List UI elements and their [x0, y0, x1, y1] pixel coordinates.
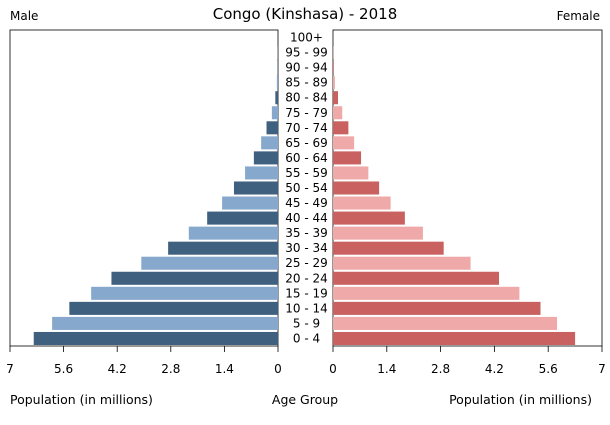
male-bar-2	[69, 301, 278, 315]
female-bar-3	[333, 286, 520, 300]
female-bar-12	[333, 151, 362, 165]
x-axis-label-right: Population (in millions)	[449, 392, 592, 407]
age-group-tick: 10 - 14	[285, 301, 328, 315]
male-x-tick-label: 7	[6, 362, 14, 376]
male-bar-14	[266, 121, 278, 135]
male-bar-9	[222, 196, 278, 210]
female-bar-13	[333, 136, 355, 150]
male-bar-10	[233, 181, 278, 195]
male-bar-8	[207, 211, 278, 225]
male-x-tick-label: 4.2	[108, 362, 127, 376]
age-group-tick: 50 - 54	[285, 181, 328, 195]
age-group-tick: 65 - 69	[285, 136, 328, 150]
female-bar-1	[333, 316, 558, 330]
male-bar-5	[141, 256, 278, 270]
female-bar-6	[333, 241, 444, 255]
male-bar-3	[91, 286, 278, 300]
age-group-tick: 0 - 4	[293, 331, 320, 345]
age-group-tick: 20 - 24	[285, 271, 328, 285]
age-group-tick: 70 - 74	[285, 121, 328, 135]
chart-title: Congo (Kinshasa) - 2018	[212, 5, 398, 23]
female-bar-8	[333, 211, 405, 225]
female-bar-4	[333, 271, 500, 285]
age-group-tick: 45 - 49	[285, 196, 328, 210]
age-group-tick: 30 - 34	[285, 241, 328, 255]
age-group-tick: 35 - 39	[285, 226, 328, 240]
female-bar-10	[333, 181, 380, 195]
age-group-tick: 55 - 59	[285, 166, 328, 180]
x-axis-label-left: Population (in millions)	[10, 392, 153, 407]
age-group-tick: 100+	[290, 31, 323, 45]
male-x-tick-label: 5.6	[54, 362, 73, 376]
age-group-tick: 85 - 89	[285, 76, 328, 90]
male-bar-15	[271, 106, 278, 120]
female-x-tick-label: 2.8	[431, 362, 450, 376]
age-group-tick: 80 - 84	[285, 91, 328, 105]
female-x-tick-label: 1.4	[377, 362, 396, 376]
age-group-tick: 95 - 99	[285, 46, 328, 60]
female-bar-7	[333, 226, 423, 240]
female-bar-18	[333, 61, 334, 75]
female-bar-9	[333, 196, 391, 210]
age-group-label: Age Group	[271, 392, 339, 407]
male-bar-17	[276, 76, 278, 90]
male-bar-13	[261, 136, 278, 150]
male-x-tick-label: 2.8	[161, 362, 180, 376]
age-group-tick: 5 - 9	[293, 316, 320, 330]
female-x-tick-label: 4.2	[485, 362, 504, 376]
age-group-tick: 60 - 64	[285, 151, 328, 165]
male-bar-11	[245, 166, 278, 180]
age-group-tick: 75 - 79	[285, 106, 328, 120]
female-x-tick-label: 5.6	[539, 362, 558, 376]
male-label: Male	[10, 9, 39, 23]
female-bar-0	[333, 331, 576, 345]
female-bar-15	[333, 106, 343, 120]
female-bar-16	[333, 91, 338, 105]
age-group-tick: 40 - 44	[285, 211, 328, 225]
male-x-tick-label: 1.4	[215, 362, 234, 376]
female-bar-11	[333, 166, 369, 180]
female-label: Female	[556, 9, 600, 23]
age-group-tick: 90 - 94	[285, 61, 328, 75]
male-bar-1	[52, 316, 278, 330]
male-bar-6	[168, 241, 278, 255]
female-bar-17	[333, 76, 335, 90]
male-x-tick-label: 0	[274, 362, 282, 376]
female-bar-2	[333, 301, 541, 315]
male-bar-12	[253, 151, 278, 165]
male-bar-7	[188, 226, 278, 240]
male-bar-16	[275, 91, 278, 105]
female-bar-5	[333, 256, 471, 270]
male-bar-4	[111, 271, 278, 285]
female-x-tick-label: 0	[329, 362, 337, 376]
female-bar-14	[333, 121, 349, 135]
female-x-tick-label: 7	[598, 362, 606, 376]
male-bar-0	[33, 331, 278, 345]
age-group-tick: 15 - 19	[285, 286, 328, 300]
age-group-tick: 25 - 29	[285, 256, 328, 270]
